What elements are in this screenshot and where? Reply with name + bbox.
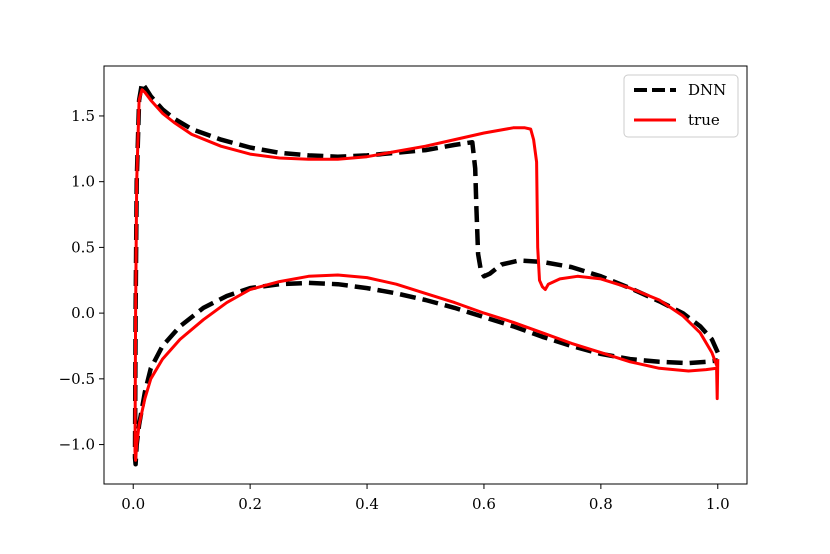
series-layer (132, 80, 720, 467)
x-tick-label: 0.2 (238, 495, 262, 513)
x-tick-label: 0.6 (472, 495, 496, 513)
y-tick-label: −1.0 (59, 436, 95, 454)
x-tick-label: 0.8 (589, 495, 613, 513)
y-tick-label: 1.0 (71, 173, 95, 191)
legend-label-true: true (688, 111, 720, 129)
x-tick-label: 1.0 (706, 495, 730, 513)
series-line-dnn (132, 80, 720, 467)
x-tick-label: 0.4 (355, 495, 379, 513)
legend: DNN true (623, 74, 739, 138)
x-tick-label: 0.0 (121, 495, 145, 513)
y-tick-label: 1.5 (71, 107, 95, 125)
y-tick-label: −0.5 (59, 370, 95, 388)
y-tick-label: 0.0 (71, 304, 95, 322)
legend-label-dnn: DNN (688, 81, 726, 99)
series-line-true (133, 88, 720, 462)
x-axis: 0.0 0.2 0.4 0.6 0.8 1.0 (121, 484, 730, 513)
y-tick-label: 0.5 (71, 238, 95, 256)
plot-frame (103, 65, 748, 485)
y-axis: −1.0 −0.5 0.0 0.5 1.0 1.5 (59, 107, 104, 454)
